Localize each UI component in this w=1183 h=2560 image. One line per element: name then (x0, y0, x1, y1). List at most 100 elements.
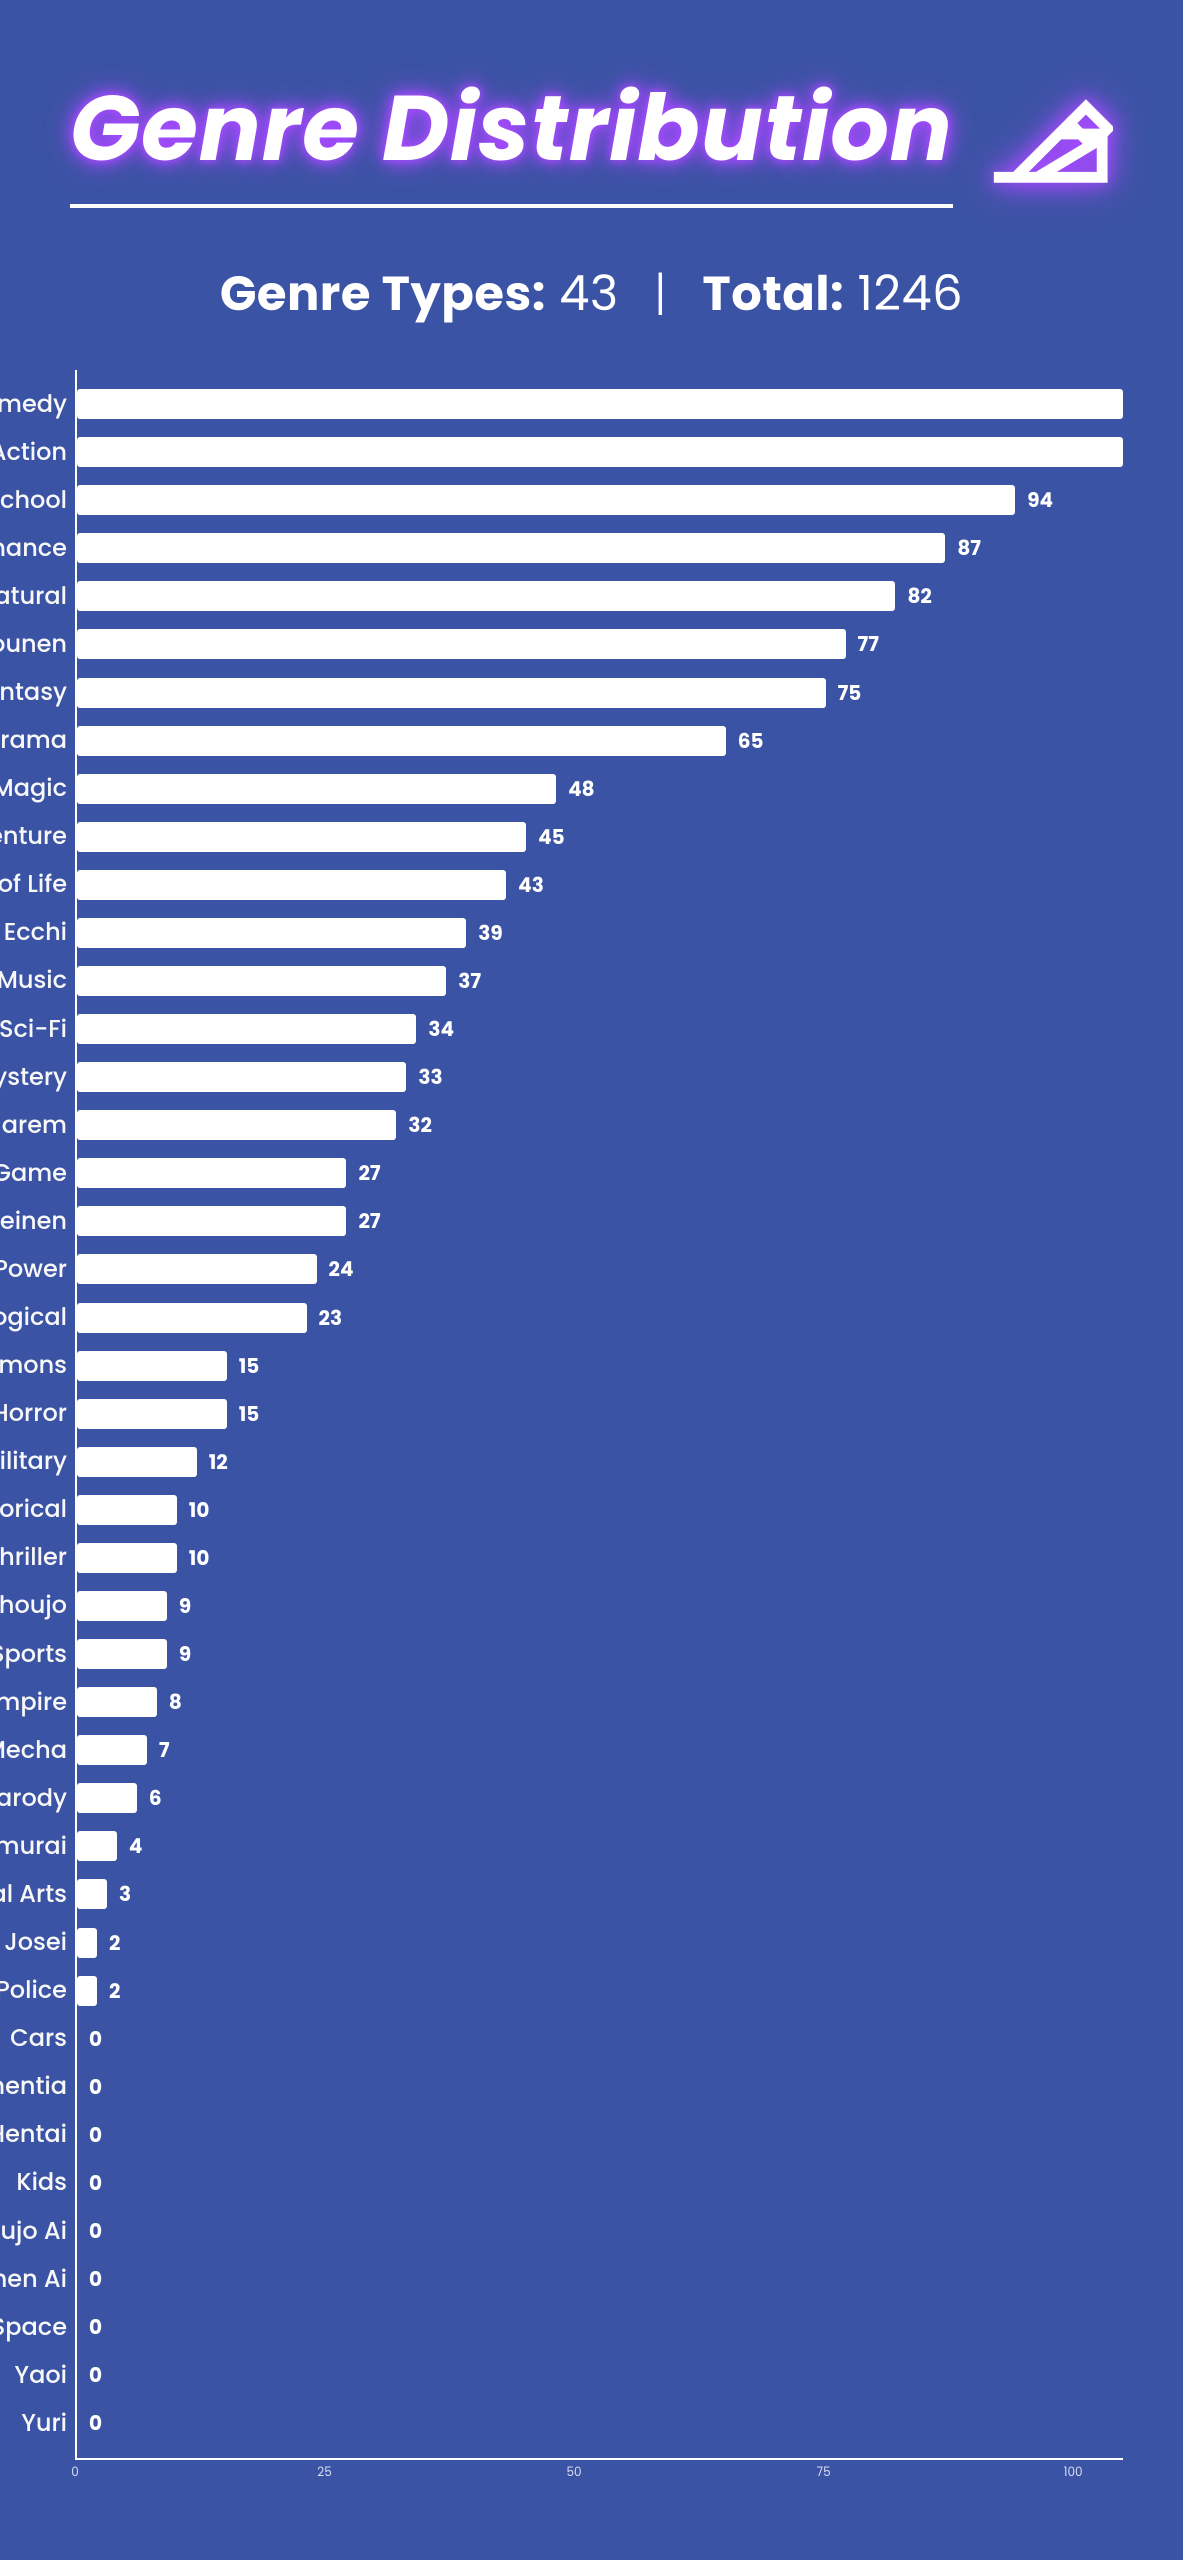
bar-value: 9 (179, 1639, 191, 1669)
bar-label: Martial Arts (0, 1877, 67, 1912)
bar-row: Yuri0 (77, 2408, 1123, 2438)
bar-row: Slice of Life43 (77, 870, 1123, 900)
bar-label: Hentai (0, 2117, 67, 2152)
bar-value: 65 (738, 726, 764, 756)
bar-row: Romance87 (77, 533, 1123, 563)
bar-value: 24 (329, 1254, 354, 1284)
bar-row: Fantasy75 (77, 678, 1123, 708)
x-axis: 0255075100 (75, 2460, 1123, 2490)
bar-row: Game27 (77, 1158, 1123, 1188)
bar-value: 37 (458, 966, 481, 996)
bar-row: Action (77, 437, 1123, 467)
bar-row: Psychological23 (77, 1303, 1123, 1333)
x-tick: 75 (817, 2464, 831, 2482)
bar (77, 774, 556, 804)
bar-value: 77 (858, 629, 879, 659)
bar-label: Dementia (0, 2069, 67, 2104)
bar-value: 0 (89, 2024, 102, 2054)
bar-row: Shounen77 (77, 629, 1123, 659)
bar-label: Mystery (0, 1060, 67, 1095)
bar (77, 1879, 107, 1909)
bar-row: Drama65 (77, 726, 1123, 756)
bar-row: Magic48 (77, 774, 1123, 804)
bar-row: Harem32 (77, 1110, 1123, 1140)
bar-value: 45 (538, 822, 565, 852)
bar-value: 87 (957, 533, 981, 563)
bar-value: 7 (159, 1735, 170, 1765)
bar (77, 1254, 317, 1284)
bar-row: Space0 (77, 2312, 1123, 2342)
bar (77, 678, 826, 708)
bar (77, 389, 1123, 419)
header: Genre Distribution (0, 0, 1183, 228)
bar-label: Game (0, 1156, 67, 1191)
bar-value: 82 (907, 581, 931, 611)
bar-value: 0 (89, 2264, 102, 2294)
pencil-icon (983, 79, 1113, 189)
bar-row: Mystery33 (77, 1062, 1123, 1092)
bar-row: School94 (77, 485, 1123, 515)
bar-value: 12 (209, 1447, 228, 1477)
bar-row: Mecha7 (77, 1735, 1123, 1765)
bar-label: Yuri (21, 2406, 67, 2441)
bar-value: 15 (239, 1351, 260, 1381)
bar-row: Super Power24 (77, 1254, 1123, 1284)
bar (77, 870, 506, 900)
bar-label: Fantasy (0, 675, 67, 710)
bar-value: 2 (109, 1928, 120, 1958)
bar (77, 1783, 137, 1813)
bar-value: 0 (89, 2120, 102, 2150)
bar (77, 1495, 177, 1525)
bar-row: Horror15 (77, 1399, 1123, 1429)
bar (77, 1591, 167, 1621)
bar-value: 15 (239, 1399, 260, 1429)
chart-container: ComedyActionSchool94Romance87Supernatura… (0, 370, 1183, 2490)
bar-row: Kids0 (77, 2168, 1123, 2198)
bar-row: Shounen Ai0 (77, 2264, 1123, 2294)
bar-label: Comedy (0, 387, 67, 422)
bar-value: 4 (129, 1831, 143, 1861)
bar-label: Thriller (0, 1540, 67, 1575)
bar-label: Kids (16, 2165, 67, 2200)
bar (77, 1447, 197, 1477)
x-tick: 50 (567, 2464, 582, 2482)
bar (77, 1687, 157, 1717)
bar-value: 33 (418, 1062, 442, 1092)
bar-value: 0 (89, 2360, 102, 2390)
bar-label: Seinen (0, 1204, 67, 1239)
bar-label: Historical (0, 1492, 67, 1527)
bar-value: 94 (1027, 485, 1053, 515)
total-label: Total: (702, 260, 844, 327)
stats-separator: | (654, 260, 667, 327)
bar-row: Sci-Fi34 (77, 1014, 1123, 1044)
bar-row: Ecchi39 (77, 918, 1123, 948)
x-tick: 100 (1064, 2464, 1083, 2482)
bar-label: Magic (0, 771, 67, 806)
bar-value: 8 (169, 1687, 182, 1717)
bar-label: Sports (0, 1637, 67, 1672)
bar (77, 1543, 177, 1573)
bar-label: Mecha (0, 1733, 67, 1768)
bar (77, 1831, 117, 1861)
bar-chart: ComedyActionSchool94Romance87Supernatura… (75, 370, 1123, 2460)
bar-value: 6 (149, 1783, 162, 1813)
bar-label: Cars (10, 2021, 67, 2056)
bar-value: 75 (838, 678, 862, 708)
bar-label: Shounen Ai (0, 2262, 67, 2297)
bar-label: Ecchi (4, 915, 67, 950)
bar (77, 1928, 97, 1958)
bar-label: Adventure (0, 819, 67, 854)
bar-row: Seinen27 (77, 1206, 1123, 1236)
bar-row: Music37 (77, 966, 1123, 996)
bar-row: Parody6 (77, 1783, 1123, 1813)
bar (77, 437, 1123, 467)
bar-label: Space (0, 2310, 67, 2345)
genre-types-value: 43 (559, 260, 618, 327)
bar-row: Shoujo Ai0 (77, 2216, 1123, 2246)
bar-label: Josei (4, 1925, 67, 1960)
bar (77, 1062, 406, 1092)
bar-row: Historical10 (77, 1495, 1123, 1525)
bar-value: 9 (179, 1591, 191, 1621)
bar-value: 48 (568, 774, 595, 804)
bar-label: Demons (0, 1348, 67, 1383)
